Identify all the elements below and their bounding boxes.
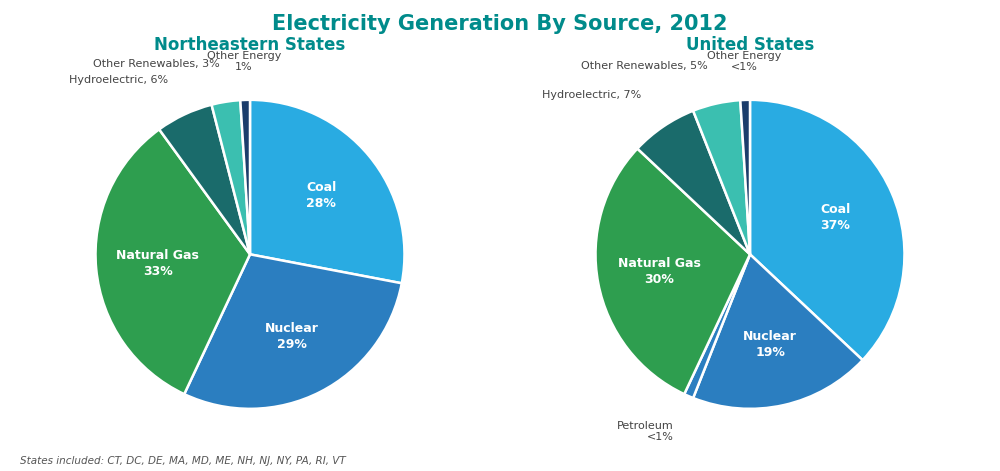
- Text: Other Renewables, 3%: Other Renewables, 3%: [93, 58, 220, 69]
- Text: Other Energy
<1%: Other Energy <1%: [707, 50, 781, 72]
- Wedge shape: [212, 100, 250, 254]
- Wedge shape: [693, 100, 750, 254]
- Text: Nuclear
29%: Nuclear 29%: [265, 323, 319, 351]
- Text: Natural Gas
33%: Natural Gas 33%: [116, 249, 199, 277]
- Wedge shape: [740, 100, 750, 254]
- Text: States included: CT, DC, DE, MA, MD, ME, NH, NJ, NY, PA, RI, VT: States included: CT, DC, DE, MA, MD, ME,…: [20, 456, 346, 466]
- Wedge shape: [96, 130, 250, 394]
- Text: Coal
37%: Coal 37%: [820, 203, 850, 232]
- Text: Hydroelectric, 6%: Hydroelectric, 6%: [69, 74, 168, 85]
- Wedge shape: [750, 100, 904, 360]
- Wedge shape: [693, 254, 863, 409]
- Text: Petroleum
<1%: Petroleum <1%: [617, 421, 673, 442]
- Wedge shape: [596, 148, 750, 394]
- Wedge shape: [684, 254, 750, 398]
- Text: Coal
28%: Coal 28%: [306, 181, 337, 210]
- Title: Northeastern States: Northeastern States: [154, 36, 346, 54]
- Wedge shape: [159, 105, 250, 254]
- Text: Other Energy
1%: Other Energy 1%: [207, 50, 281, 72]
- Text: Electricity Generation By Source, 2012: Electricity Generation By Source, 2012: [272, 14, 728, 34]
- Text: Other Renewables, 5%: Other Renewables, 5%: [581, 61, 708, 71]
- Title: United States: United States: [686, 36, 814, 54]
- Text: Hydroelectric, 7%: Hydroelectric, 7%: [542, 89, 641, 100]
- Wedge shape: [240, 100, 250, 254]
- Wedge shape: [184, 254, 402, 409]
- Text: Nuclear
19%: Nuclear 19%: [743, 330, 797, 359]
- Wedge shape: [250, 100, 404, 283]
- Wedge shape: [637, 111, 750, 254]
- Text: Natural Gas
30%: Natural Gas 30%: [618, 257, 700, 286]
